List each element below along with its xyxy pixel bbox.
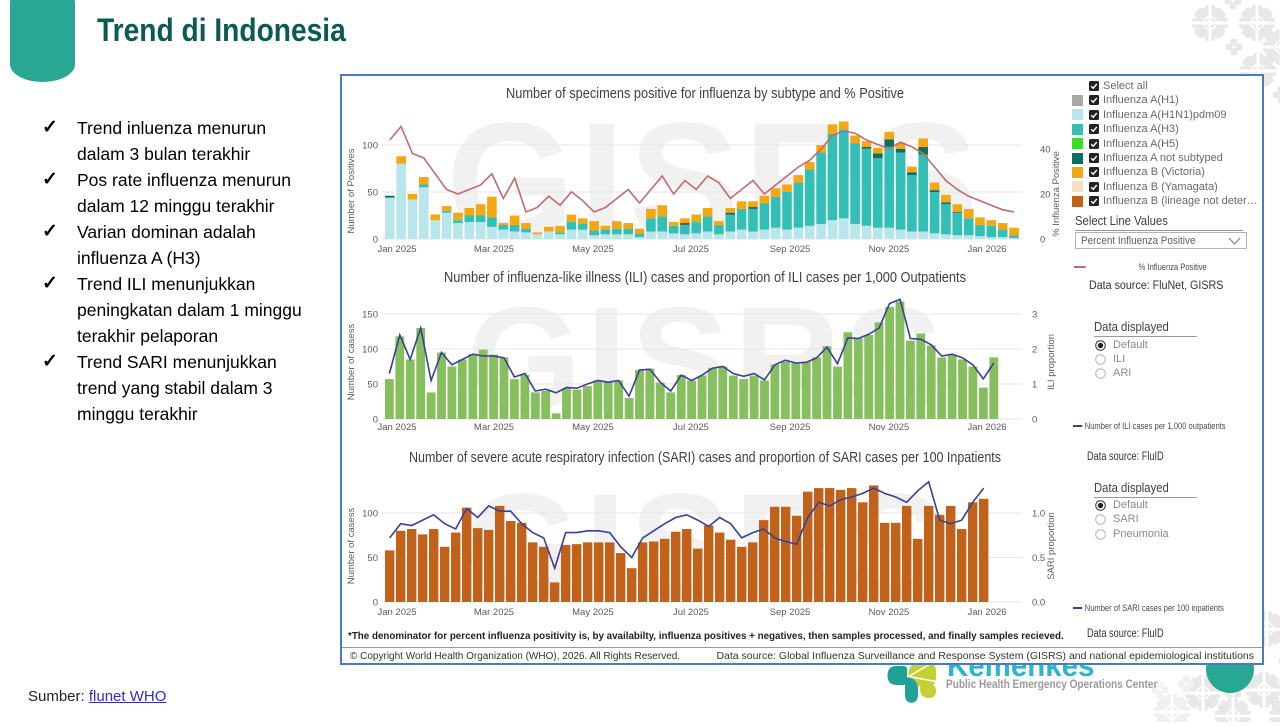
svg-text:2: 2 — [1032, 345, 1037, 356]
svg-text:Jan 2025: Jan 2025 — [377, 607, 416, 618]
svg-text:May 2025: May 2025 — [572, 607, 614, 618]
svg-text:Jul 2025: Jul 2025 — [673, 422, 709, 433]
svg-text:50: 50 — [367, 380, 378, 391]
svg-text:1.0: 1.0 — [1032, 509, 1045, 520]
svg-text:100: 100 — [362, 141, 378, 152]
svg-text:Number of casess: Number of casess — [346, 507, 357, 584]
svg-text:50: 50 — [367, 188, 378, 199]
svg-text:Sep 2025: Sep 2025 — [770, 422, 811, 433]
svg-text:20: 20 — [1040, 190, 1051, 201]
svg-text:Number of Positives: Number of Positives — [346, 148, 357, 233]
svg-text:150: 150 — [362, 310, 378, 321]
svg-text:Jan 2025: Jan 2025 — [377, 422, 416, 433]
svg-text:Nov 2025: Nov 2025 — [869, 607, 910, 618]
svg-text:Mar 2025: Mar 2025 — [474, 607, 514, 618]
svg-text:0: 0 — [1032, 415, 1037, 426]
svg-text:100: 100 — [362, 509, 378, 520]
svg-text:ILI proportion: ILI proportion — [1046, 334, 1057, 390]
svg-text:Sep 2025: Sep 2025 — [770, 607, 811, 618]
svg-text:Jul 2025: Jul 2025 — [673, 244, 709, 255]
svg-text:Number of casess: Number of casess — [346, 323, 357, 400]
svg-text:% Influenza Positive: % Influenza Positive — [1051, 151, 1062, 237]
svg-text:0.0: 0.0 — [1032, 598, 1045, 609]
svg-text:Jul 2025: Jul 2025 — [673, 607, 709, 618]
svg-text:0.5: 0.5 — [1032, 553, 1045, 564]
svg-text:1: 1 — [1032, 380, 1037, 391]
svg-text:May 2025: May 2025 — [572, 422, 614, 433]
svg-text:Jan 2026: Jan 2026 — [967, 244, 1006, 255]
svg-text:Jan 2025: Jan 2025 — [377, 244, 416, 255]
svg-text:Nov 2025: Nov 2025 — [869, 422, 910, 433]
svg-text:50: 50 — [367, 553, 378, 564]
svg-text:Jan 2026: Jan 2026 — [967, 607, 1006, 618]
svg-text:40: 40 — [1040, 145, 1051, 156]
svg-text:Nov 2025: Nov 2025 — [869, 244, 910, 255]
svg-text:May 2025: May 2025 — [572, 244, 614, 255]
svg-text:Jan 2026: Jan 2026 — [967, 422, 1006, 433]
svg-text:SARI proportion: SARI proportion — [1046, 512, 1057, 580]
svg-text:Mar 2025: Mar 2025 — [474, 244, 514, 255]
svg-text:3: 3 — [1032, 310, 1037, 321]
svg-text:100: 100 — [362, 345, 378, 356]
svg-text:0: 0 — [1040, 235, 1045, 246]
svg-text:Sep 2025: Sep 2025 — [770, 244, 811, 255]
svg-text:Mar 2025: Mar 2025 — [474, 422, 514, 433]
